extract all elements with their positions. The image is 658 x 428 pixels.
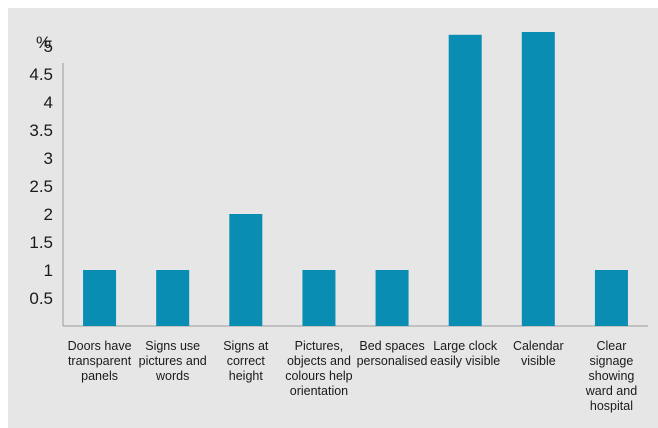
y-axis-unit-label: % xyxy=(36,33,51,52)
x-category-label: Clear signage showing ward and hospital xyxy=(585,339,637,413)
y-tick-label: 5 xyxy=(44,37,53,56)
y-tick-label: 3.5 xyxy=(29,121,53,140)
x-category-label-line: showing xyxy=(589,369,635,383)
x-category-label-line: pictures and xyxy=(139,354,207,368)
x-category-label-line: Signs at xyxy=(223,339,269,353)
y-tick-label: 2.5 xyxy=(29,177,53,196)
x-category-label: Calendar visible xyxy=(513,339,564,368)
x-category-label-line: visible xyxy=(521,354,556,368)
bar xyxy=(521,32,555,326)
bar xyxy=(302,270,336,326)
x-category-label-line: height xyxy=(229,369,264,383)
y-tick-label: 1 xyxy=(44,261,53,280)
bar-chart: % 0.5 1 1.5 2 2.5 3 3.5 4 4.5 5 Doors have transpa… xyxy=(29,32,648,413)
x-category-label-line: Signs use xyxy=(145,339,200,353)
x-category-label: Signs use pictures and words xyxy=(139,339,207,383)
bar xyxy=(594,270,628,326)
x-category-label-line: colours help xyxy=(285,369,352,383)
x-category-label-line: transparent xyxy=(68,354,132,368)
x-category-label-line: hospital xyxy=(590,399,633,413)
x-category-label-line: correct xyxy=(227,354,266,368)
x-category-label-line: signage xyxy=(590,354,634,368)
x-category-label-line: panels xyxy=(81,369,118,383)
x-category-label-line: objects and xyxy=(287,354,351,368)
y-axis-ticks: 0.5 1 1.5 2 2.5 3 3.5 4 4.5 5 xyxy=(29,37,53,308)
x-category-label-line: Doors have xyxy=(68,339,132,353)
x-category-label-line: Calendar xyxy=(513,339,564,353)
x-category-label-line: orientation xyxy=(290,384,348,398)
x-category-label: Signs at correct height xyxy=(223,339,269,383)
x-category-label: Doors have transparent panels xyxy=(68,339,132,383)
chart-panel: % 0.5 1 1.5 2 2.5 3 3.5 4 4.5 5 Doors have transpa… xyxy=(8,8,658,428)
bar xyxy=(448,34,482,327)
y-tick-label: 2 xyxy=(44,205,53,224)
y-tick-label: 3 xyxy=(44,149,53,168)
y-tick-label: 4.5 xyxy=(29,65,53,84)
y-tick-label: 4 xyxy=(44,93,53,112)
x-category-label-line: Bed spaces xyxy=(359,339,424,353)
y-tick-label: 0.5 xyxy=(29,289,53,308)
y-tick-label: 1.5 xyxy=(29,233,53,252)
x-category-label-line: personalised xyxy=(357,354,428,368)
x-category-label-line: Pictures, xyxy=(295,339,344,353)
x-category-label-line: Clear xyxy=(597,339,627,353)
x-category-label-line: Large clock xyxy=(433,339,498,353)
x-category-label-line: easily visible xyxy=(430,354,500,368)
bar xyxy=(229,214,263,326)
x-category-label: Pictures, objects and colours help orientat… xyxy=(285,339,352,398)
x-category-label-line: words xyxy=(155,369,189,383)
bar xyxy=(375,270,409,326)
bar xyxy=(156,270,190,326)
bars-group xyxy=(83,32,628,327)
x-category-label-line: ward and xyxy=(585,384,637,398)
x-category-label: Bed spaces personalised xyxy=(357,339,428,368)
bar xyxy=(83,270,117,326)
x-category-label: Large clock easily visible xyxy=(430,339,500,368)
